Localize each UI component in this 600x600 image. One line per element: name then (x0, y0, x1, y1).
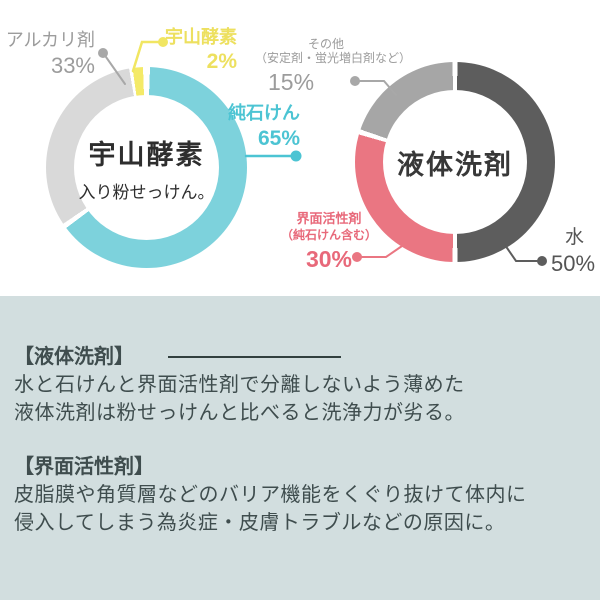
label-alkali-pct: 33% (50, 52, 95, 78)
label-enzyme-name: 宇山酵素 (165, 27, 237, 47)
donut-chart-powder-soap: 宇山酵素 入り粉せっけん。 (46, 67, 247, 268)
label-alkali: アルカリ剤 33% (6, 30, 95, 78)
label-others: その他 （安定剤・蛍光増白剤など） 15% (255, 37, 412, 95)
note-line: 水と石けんと界面活性剤で分離しないよう薄めた (14, 374, 465, 396)
label-enzyme-pct: 2% (206, 49, 237, 73)
label-surfactant: 界面活性剤 （純石けん含む） 30% (270, 211, 388, 272)
label-surfactant-pct: 30% (305, 245, 353, 272)
label-water-pct: 50% (551, 250, 596, 276)
note-heading-liquid: 【液体洗剤】 (14, 346, 134, 368)
leader-enzyme (131, 37, 168, 73)
label-pure-soap-name: 純石けん (228, 103, 300, 123)
label-water-name: 水 (565, 227, 585, 248)
donut-charts-area: 宇山酵素 入り粉せっけん。 液体洗剤 (0, 0, 600, 296)
label-others-name: その他 (307, 37, 344, 51)
note-block-liquid-detergent: 【液体洗剤】 水と石けんと界面活性剤で分離しないよう薄めた 液体洗剤は粉せっけん… (14, 343, 590, 427)
heading-rule-line (168, 356, 341, 358)
leader-water (504, 244, 547, 266)
label-pure-soap-pct: 65% (257, 126, 300, 150)
label-surfactant-name: 界面活性剤 (296, 211, 362, 226)
donut-powder-center: 宇山酵素 入り粉せっけん。 (74, 95, 219, 240)
note-heading-row: 【液体洗剤】 (14, 343, 590, 371)
label-surfactant-sub: （純石けん含む） (280, 227, 377, 242)
note-block-surfactant: 【界面活性剤】 皮脂膜や角質層などのバリア機能をくぐり抜けて体内に 侵入してしま… (14, 453, 590, 537)
note-line: 侵入してしまう為炎症・皮膚トラブルなどの原因に。 (14, 512, 506, 534)
note-heading-row: 【界面活性剤】 (14, 453, 590, 481)
note-line: 液体洗剤は粉せっけんと比べると洗浄力が劣る。 (14, 402, 465, 424)
note-heading-surfactant: 【界面活性剤】 (14, 456, 154, 478)
label-pure-soap: 純石けん 65% (228, 103, 300, 151)
donut-chart-liquid-detergent: 液体洗剤 (355, 62, 555, 262)
powder-center-subtitle: 入り粉せっけん。 (78, 182, 215, 202)
powder-center-title: 宇山酵素 (88, 139, 205, 170)
label-others-pct: 15% (268, 68, 315, 95)
donut-liquid-center: 液体洗剤 (383, 90, 527, 234)
notes-panel: 【液体洗剤】 水と石けんと界面活性剤で分離しないよう薄めた 液体洗剤は粉せっけん… (0, 296, 600, 600)
label-others-sub: （安定剤・蛍光増白剤など） (255, 50, 412, 65)
liquid-center-title: 液体洗剤 (397, 149, 513, 180)
note-line: 皮脂膜や角質層などのバリア機能をくぐり抜けて体内に (14, 484, 527, 506)
label-alkali-name: アルカリ剤 (5, 30, 95, 50)
label-enzyme: 宇山酵素 2% (165, 27, 237, 74)
leader-pure-soap (244, 150, 302, 162)
label-water: 水 50% (551, 227, 595, 276)
